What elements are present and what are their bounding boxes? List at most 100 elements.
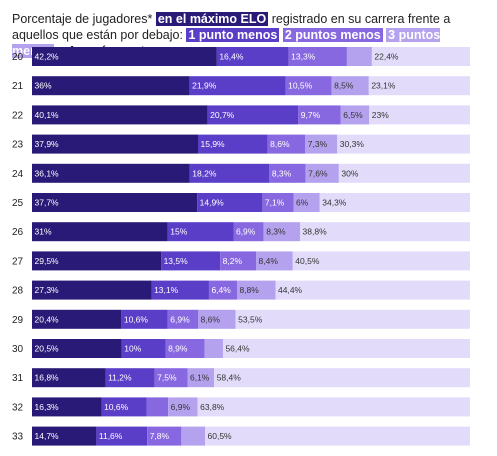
data-label-28-4: 44,4% [278, 285, 303, 295]
bar-segment-33-1 [96, 426, 148, 446]
bar-segment-21-2 [285, 76, 332, 96]
bar-segment-22-0 [32, 105, 208, 125]
bar-segment-20-4 [371, 47, 470, 66]
data-label-24-1: 18,2% [192, 168, 217, 178]
data-label-27-3: 8,4% [259, 256, 279, 266]
data-label-32-0: 16,3% [35, 402, 60, 412]
data-label-21-2: 10,5% [288, 81, 313, 91]
bar-segment-29-0 [32, 309, 122, 329]
subtitle-mid: registrado en su carrera frente a aquell… [12, 12, 451, 42]
age-label-30: 30 [12, 344, 24, 355]
data-label-23-4: 30,3% [340, 139, 365, 149]
data-label-23-3: 7,3% [308, 139, 328, 149]
data-label-31-0: 16,8% [35, 373, 60, 383]
data-label-32-1: 10,6% [104, 402, 129, 412]
data-label-30-4: 56,4% [225, 344, 250, 354]
bar-segment-21-4 [368, 76, 470, 96]
data-label-28-3: 8,8% [239, 285, 259, 295]
data-label-27-1: 13,5% [164, 256, 189, 266]
bar-segment-32-2 [146, 397, 169, 417]
bar-segment-30-3 [204, 339, 223, 358]
bar-segment-23-4 [337, 134, 470, 154]
age-label-26: 26 [12, 227, 24, 238]
bar-segment-24-4 [338, 163, 470, 183]
age-label-33: 33 [12, 432, 24, 443]
data-label-24-4: 30% [341, 168, 358, 178]
data-label-25-3: 6% [296, 198, 309, 208]
bar-segment-28-2 [208, 280, 237, 300]
data-label-23-2: 8,6% [270, 139, 290, 149]
bar-segment-20-0 [32, 47, 217, 66]
bar-segment-29-3 [198, 309, 236, 329]
data-label-27-2: 8,2% [223, 256, 243, 266]
bar-segment-27-0 [32, 251, 162, 271]
bar-segment-25-0 [32, 193, 198, 212]
bar-segment-30-1 [121, 339, 166, 358]
data-label-22-0: 40,1% [35, 110, 60, 120]
data-label-28-2: 6,4% [211, 285, 231, 295]
bar-segment-26-3 [263, 222, 301, 242]
bar-segment-31-3 [187, 368, 215, 388]
bar-segment-21-0 [32, 76, 190, 96]
data-label-30-2: 8,9% [168, 344, 188, 354]
subtitle-pre: Porcentaje de jugadores* [12, 12, 153, 26]
bar-segment-22-1 [207, 105, 299, 125]
bar-segment-32-3 [168, 397, 198, 417]
data-label-26-0: 31% [35, 227, 52, 237]
data-label-25-1: 14,9% [200, 198, 225, 208]
bar-segment-27-1 [161, 251, 221, 271]
bar-segment-21-3 [331, 76, 369, 96]
bar-segment-31-0 [32, 368, 106, 388]
bar-segment-31-4 [214, 368, 470, 388]
bar-segment-22-3 [340, 105, 370, 125]
bar-segment-31-1 [105, 368, 155, 388]
bar-segment-30-0 [32, 339, 122, 358]
data-label-24-2: 8,3% [272, 168, 292, 178]
bar-segment-27-2 [220, 251, 257, 271]
bar-segment-23-2 [267, 134, 306, 154]
data-label-29-1: 10,6% [124, 314, 149, 324]
data-label-31-4: 58,4% [217, 373, 242, 383]
data-label-29-0: 20,4% [35, 314, 60, 324]
data-label-20-0: 42,2% [35, 52, 60, 62]
bar-segment-29-4 [235, 309, 470, 329]
data-label-33-2: 7,8% [150, 431, 170, 441]
bar-segment-20-3 [346, 47, 372, 66]
bar-segment-33-3 [181, 426, 206, 446]
bar-segment-25-4 [319, 193, 470, 212]
age-label-28: 28 [12, 286, 24, 297]
data-label-27-0: 29,5% [35, 256, 60, 266]
data-label-31-1: 11,2% [108, 373, 132, 383]
bar-segment-29-1 [121, 309, 168, 329]
bar-segment-22-2 [298, 105, 341, 125]
age-label-24: 24 [12, 169, 24, 180]
bar-segment-23-3 [305, 134, 338, 154]
data-label-26-2: 6,9% [236, 227, 256, 237]
data-label-25-2: 7,1% [265, 198, 285, 208]
data-label-29-4: 53,5% [238, 314, 263, 324]
data-label-30-0: 20,5% [35, 344, 60, 354]
bar-segment-24-0 [32, 163, 190, 183]
bar-segment-23-0 [32, 134, 199, 154]
age-label-25: 25 [12, 198, 24, 209]
bar-segment-26-0 [32, 222, 168, 242]
data-label-29-3: 8,6% [201, 314, 221, 324]
age-label-23: 23 [12, 140, 24, 151]
bar-segment-28-4 [275, 280, 470, 300]
legend-one-less: 1 punto menos [186, 28, 280, 42]
bar-segment-20-2 [288, 47, 347, 66]
data-label-32-4: 63,8% [200, 402, 225, 412]
data-label-31-2: 7,5% [157, 373, 177, 383]
bar-segment-28-1 [151, 280, 209, 300]
legend-two-less: 2 puntos menos [282, 28, 383, 42]
bar-segment-29-2 [167, 309, 199, 329]
bar-segment-23-1 [198, 134, 268, 154]
bar-segment-30-2 [165, 339, 205, 358]
bar-segment-32-1 [101, 397, 147, 417]
data-label-26-4: 38,8% [303, 227, 328, 237]
data-label-20-2: 13,3% [291, 52, 316, 62]
age-label-31: 31 [12, 373, 24, 384]
bar-segment-25-1 [197, 193, 263, 212]
data-label-24-0: 36,1% [35, 168, 60, 178]
